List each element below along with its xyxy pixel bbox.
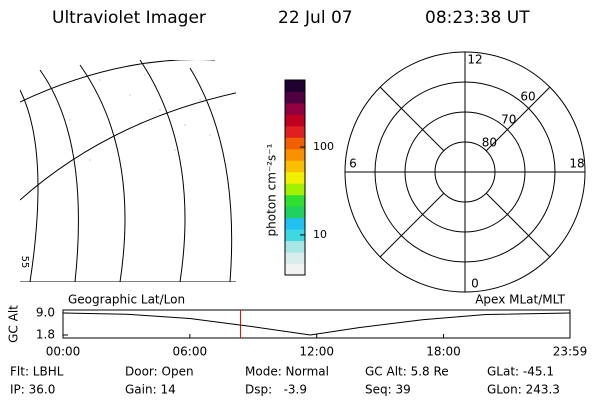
polar-spoke: [379, 86, 445, 152]
colorbar-band: [285, 160, 305, 173]
colorbar-band: [285, 206, 305, 219]
polar-mlt-label: 18: [569, 157, 584, 171]
map: [20, 60, 236, 282]
footer-field: Flt: LBHL: [10, 365, 64, 379]
x-tick-label: 12:00: [299, 345, 334, 359]
timeline-left-label: Geographic Lat/Lon: [68, 293, 185, 307]
colorbar-band: [285, 252, 305, 265]
colorbar: 10 100: [284, 79, 334, 276]
footer-field: Door: Open: [125, 365, 194, 379]
colorbar-band: [285, 183, 305, 196]
footer-field: Mode: Normal: [245, 365, 329, 379]
colorbar-tick-label: 100: [313, 140, 334, 153]
colorbar-band: [285, 194, 305, 207]
date: 22 Jul 07: [278, 8, 353, 28]
timeline-ylabel: GC Alt: [7, 305, 21, 343]
footer-field: GLat: -45.1: [487, 365, 554, 379]
colorbar-band: [285, 137, 305, 150]
colorbar-band: [285, 91, 305, 104]
footer-field: Gain: 14: [125, 383, 176, 397]
colorbar-band: [285, 229, 305, 242]
polar-ring-label: 60: [520, 89, 535, 103]
colorbar-band: [285, 148, 305, 161]
x-tick-label: 18:00: [426, 345, 461, 359]
x-tick-label: 23:59: [553, 345, 588, 359]
polar-ring-label: 70: [501, 112, 516, 126]
polar-mlt-label: 0: [471, 277, 479, 291]
colorbar-band: [285, 80, 305, 92]
polar-spoke: [485, 86, 551, 152]
footer-field: GC Alt: 5.8 Re: [365, 365, 449, 379]
y-tick-label: 9.0: [36, 306, 55, 320]
colorbar-band: [285, 263, 305, 276]
colorbar-label: photon cm⁻²s⁻¹: [265, 143, 279, 236]
time: 08:23:38 UT: [425, 8, 530, 28]
y-tick-label: 1.8: [36, 328, 55, 342]
colorbar-band: [285, 125, 305, 138]
title: Ultraviolet Imager: [52, 8, 206, 28]
colorbar-frame: [284, 79, 306, 276]
x-tick-label: 00:00: [46, 345, 81, 359]
polar-spoke: [485, 192, 551, 258]
timeline-right-label: Apex MLat/MLT: [475, 293, 565, 307]
map-lat-label: 55: [19, 256, 30, 269]
colorbar-band: [285, 171, 305, 184]
colorbar-band: [285, 240, 305, 253]
footer-field: Seq: 39: [365, 383, 411, 397]
polar-mlt-label: 6: [349, 157, 357, 171]
colorbar-band: [285, 114, 305, 127]
footer-field: Dsp: -3.9: [245, 383, 307, 397]
colorbar-tick-label: 10: [313, 228, 327, 241]
footer-field: IP: 36.0: [10, 383, 55, 397]
polar-spoke: [379, 192, 445, 258]
footer: Flt: LBHL Door: Open Mode: Normal GC Alt: 5…: [10, 365, 560, 397]
footer-field: GLon: 243.3: [487, 383, 560, 397]
timeline: Geographic Lat/Lon Apex MLat/MLT GC Alt 9.0…: [7, 293, 588, 359]
x-tick-label: 06:00: [173, 345, 208, 359]
polar-mlt-label: 12: [467, 53, 482, 67]
polar-ring-label: 80: [482, 135, 497, 149]
map-specks: [54, 74, 211, 161]
altitude-line: [62, 312, 571, 336]
colorbar-band: [285, 102, 305, 115]
colorbar-band: [285, 217, 305, 230]
